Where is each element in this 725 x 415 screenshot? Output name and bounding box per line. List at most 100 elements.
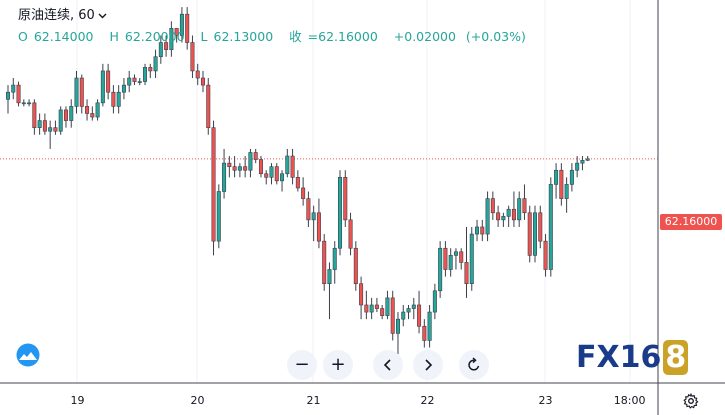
zoom-out-button[interactable]: −: [287, 350, 317, 380]
candle-body: [121, 84, 126, 93]
candle-body: [258, 159, 263, 175]
low-label: L: [200, 29, 208, 44]
candle-body: [374, 304, 379, 309]
scroll-right-button[interactable]: [413, 350, 443, 380]
candle-body: [417, 304, 422, 327]
candle-body: [285, 155, 290, 175]
candle-body: [185, 13, 190, 43]
cloud-logo-icon[interactable]: [13, 343, 43, 367]
candle-body: [79, 77, 84, 107]
candle-body: [359, 283, 364, 306]
candle-body: [469, 233, 474, 285]
candle-body: [274, 166, 279, 182]
close-readout: 收 =62.16000: [289, 29, 384, 44]
candle-body: [475, 226, 480, 235]
candle-body: [348, 219, 353, 249]
high-readout: H 62.20000: [109, 29, 190, 44]
candle-body: [522, 198, 527, 214]
candle-body: [179, 13, 184, 36]
candle-body: [432, 290, 437, 313]
candle-body: [153, 56, 158, 72]
candle-body: [554, 169, 559, 185]
low-value: 62.13000: [213, 29, 274, 44]
candle-body: [100, 70, 105, 104]
candle-body: [364, 304, 369, 313]
reset-chart-button[interactable]: [459, 350, 489, 380]
candle-body: [116, 91, 121, 107]
interval-label[interactable]: 60: [78, 8, 95, 23]
symbol-separator: ,: [70, 8, 79, 23]
candle-body: [58, 109, 63, 132]
candle-body: [427, 311, 432, 341]
candle-body: [137, 81, 142, 83]
candle-body: [559, 169, 564, 199]
candle-body: [311, 212, 316, 221]
candle-body: [395, 318, 400, 334]
candle-body: [280, 173, 285, 182]
candle-body: [63, 109, 68, 121]
candle-body: [438, 247, 443, 292]
candle-body: [158, 42, 163, 58]
time-tick-label: 19: [70, 394, 85, 407]
candle-body: [27, 102, 32, 105]
ohlc-readout: O 62.14000 H 62.20000 L 62.13000 收 =62.16000…: [18, 26, 532, 45]
chart-grid: [76, 0, 631, 383]
candle-body: [575, 162, 580, 171]
open-label: O: [18, 29, 28, 44]
candle-body: [269, 166, 274, 178]
low-readout: L 62.13000: [201, 29, 280, 44]
candle-body: [380, 308, 385, 316]
time-tick-label: 20: [190, 394, 205, 407]
zoom-in-button[interactable]: +: [323, 350, 353, 380]
candle-body: [190, 42, 195, 72]
candle-body: [237, 166, 242, 171]
candle-body: [174, 28, 179, 36]
candle-body: [322, 240, 327, 285]
gear-icon[interactable]: [683, 392, 699, 409]
candle-body: [48, 127, 53, 132]
candle-body: [580, 159, 585, 164]
candle-body: [11, 84, 16, 93]
open-readout: O 62.14000: [18, 29, 100, 44]
candle-body: [338, 177, 343, 249]
symbol-name[interactable]: 原油连续: [18, 8, 71, 23]
candle-body: [306, 198, 311, 221]
time-tick-label: 21: [306, 394, 321, 407]
candle-body: [527, 212, 532, 256]
candle-body: [501, 216, 506, 221]
candle-body: [411, 304, 416, 309]
candle-body: [143, 67, 148, 82]
candle-body: [127, 77, 132, 86]
candle-body: [448, 255, 453, 270]
candle-body: [85, 106, 90, 114]
close-label: 收: [289, 29, 302, 44]
candle-body: [390, 297, 395, 334]
candle-body: [211, 127, 216, 242]
candle-body: [148, 67, 153, 72]
scroll-left-button[interactable]: [373, 350, 403, 380]
candle-body: [517, 198, 522, 221]
candle-body: [232, 166, 237, 171]
candle-body: [69, 106, 74, 121]
chevron-down-icon[interactable]: [98, 11, 107, 22]
candle-body: [538, 212, 543, 242]
reset-icon: [468, 357, 480, 371]
candle-body: [290, 155, 295, 178]
candle-body: [316, 212, 321, 242]
candle-body: [253, 152, 258, 160]
candle-body: [543, 240, 548, 270]
candle-body: [295, 177, 300, 189]
candle-body: [95, 102, 100, 118]
candle-body: [195, 70, 200, 79]
candle-body: [459, 251, 464, 263]
candle-body: [264, 173, 269, 178]
candle-body: [132, 77, 137, 82]
candle-body: [327, 269, 332, 285]
high-value: 62.20000: [124, 29, 185, 44]
candle-body: [6, 91, 11, 100]
candle-body: [401, 311, 406, 320]
candle-body: [353, 247, 358, 285]
candle-body: [343, 177, 348, 221]
